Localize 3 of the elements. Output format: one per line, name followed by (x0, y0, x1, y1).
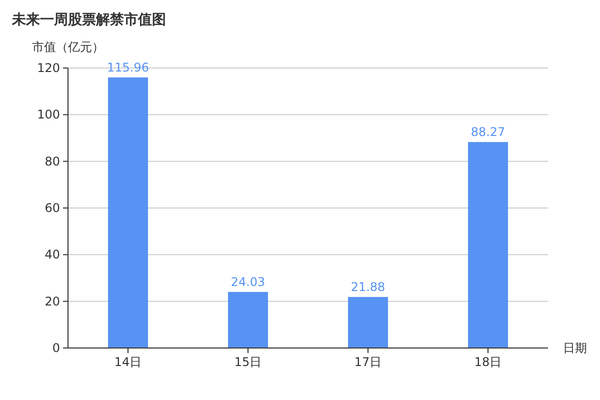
ylabel: 市值（亿元） (32, 40, 104, 54)
xlabel: 日期 (563, 341, 587, 355)
title: 未来一周股票解禁市值图 (12, 12, 166, 28)
